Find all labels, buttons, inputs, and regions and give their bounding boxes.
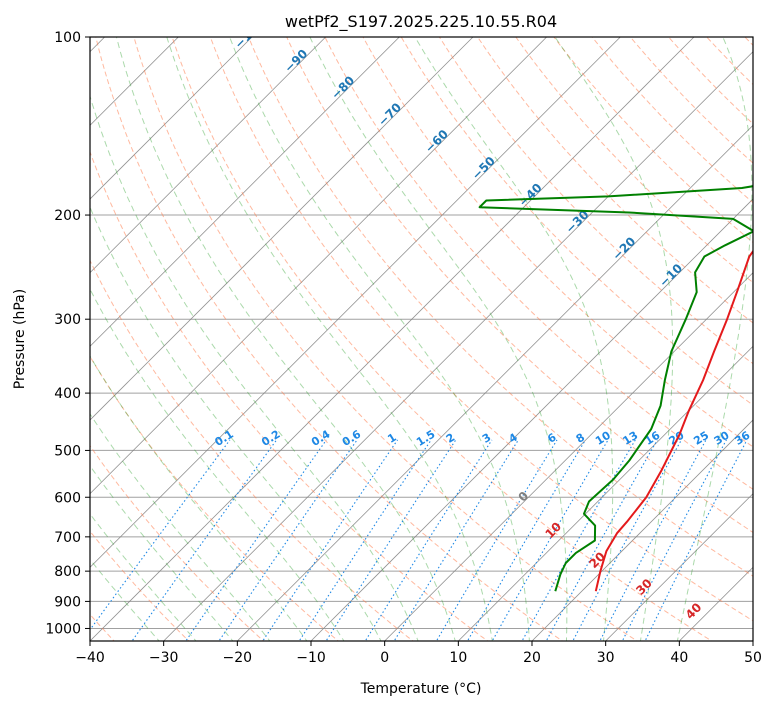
x-tick-label: 20 (523, 650, 541, 666)
x-axis-label: Temperature (°C) (360, 681, 482, 697)
x-tick-label: 0 (380, 650, 389, 666)
y-tick-label: 500 (54, 443, 81, 459)
x-tick-label: 10 (449, 650, 467, 666)
chart-title: wetPf2_S197.2025.225.10.55.R04 (285, 12, 557, 32)
y-tick-label: 100 (54, 30, 81, 46)
y-tick-label: 800 (54, 564, 81, 580)
y-axis-label: Pressure (hPa) (12, 289, 28, 389)
y-tick-label: 400 (54, 386, 81, 402)
y-tick-label: 200 (54, 208, 81, 224)
x-tick-label: −10 (296, 650, 326, 666)
y-tick-label: 1000 (45, 621, 81, 637)
x-tick-label: −40 (75, 650, 105, 666)
y-tick-label: 600 (54, 490, 81, 506)
x-tick-label: −20 (223, 650, 253, 666)
x-tick-label: −30 (149, 650, 179, 666)
x-tick-label: 30 (597, 650, 615, 666)
y-tick-label: 900 (54, 594, 81, 610)
y-tick-label: 300 (54, 312, 81, 328)
x-tick-label: 50 (744, 650, 762, 666)
x-tick-label: 40 (670, 650, 688, 666)
y-tick-label: 700 (54, 530, 81, 546)
